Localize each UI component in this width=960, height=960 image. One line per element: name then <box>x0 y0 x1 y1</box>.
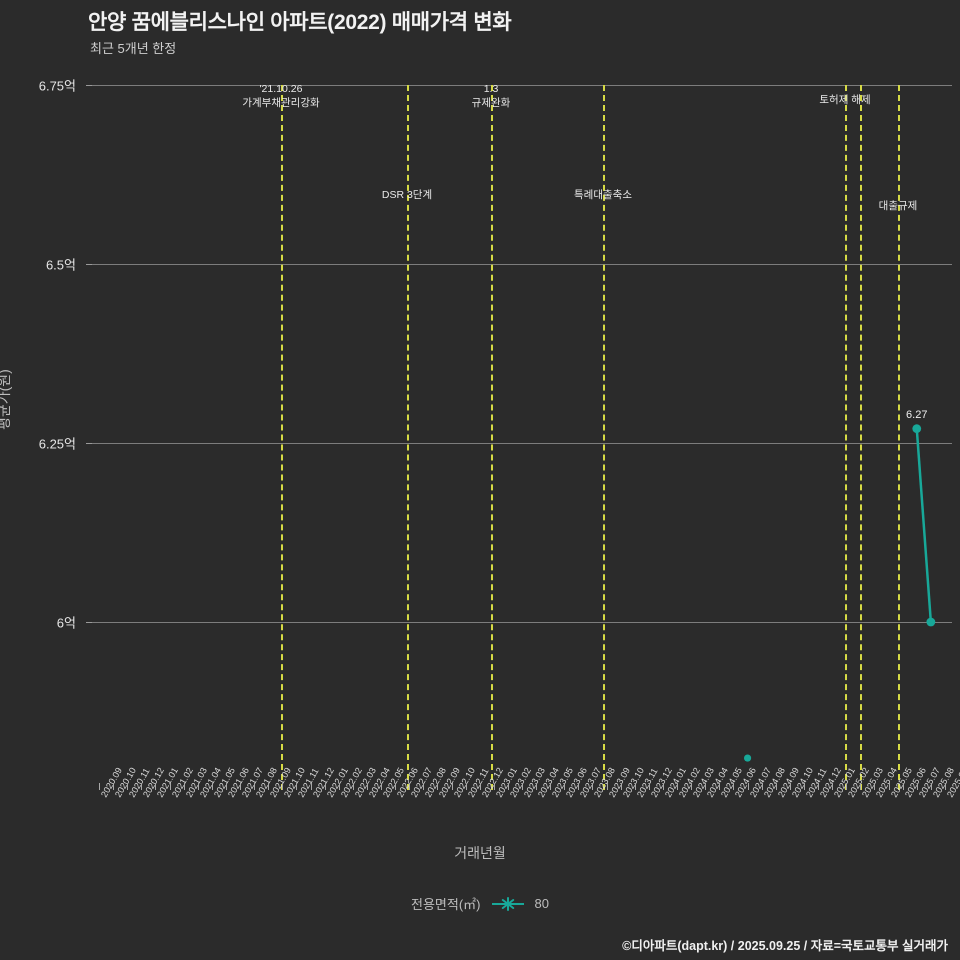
x-axis-tick <box>409 783 411 790</box>
y-axis-tick-label: 6.5억 <box>45 257 76 273</box>
x-axis-tick <box>381 783 383 790</box>
y-axis-tick-label: 6.75억 <box>38 78 76 94</box>
event-label-DSR 3단계: DSR 3단계 <box>381 189 433 201</box>
x-axis-title: 거래년월 <box>454 845 506 861</box>
y-axis-tick <box>86 264 92 265</box>
event-label-토허제 해제: 토허제 해제 <box>819 94 871 106</box>
x-axis-tick <box>479 783 481 790</box>
x-axis-tick <box>691 783 693 790</box>
page-subtitle: 최근 5개년 한정 <box>90 41 177 56</box>
event-label-대출규제: 대출규제 <box>878 200 918 212</box>
x-axis-tick <box>225 783 227 790</box>
x-axis-tick <box>803 783 805 790</box>
x-axis-tick <box>888 783 890 790</box>
gridline <box>92 622 952 623</box>
x-axis-tick <box>522 783 523 790</box>
footer-credit: ©디아파트(dapt.kr) / 2025.09.25 / 자료=국토교통부 실… <box>622 939 948 953</box>
x-axis-tick <box>183 783 185 790</box>
x-axis-tick <box>423 783 425 790</box>
x-axis-tick <box>169 783 171 790</box>
plot-area <box>86 85 952 623</box>
x-axis-tick <box>127 783 129 790</box>
x-axis-tick <box>451 783 453 790</box>
event-line-토허제 해제 보조 <box>860 85 862 790</box>
x-axis-tick <box>338 783 340 790</box>
x-axis-tick <box>395 783 397 790</box>
x-axis-tick <box>789 783 791 790</box>
event-label-가계부채관리강화: '21.10.26 가계부채관리강화 <box>242 83 320 109</box>
x-axis-tick <box>930 783 932 790</box>
x-axis-tick <box>634 783 636 790</box>
event-line-대출규제 <box>898 85 900 790</box>
x-axis-tick <box>536 783 538 790</box>
x-axis-tick <box>296 783 298 790</box>
x-axis-tick <box>324 783 326 790</box>
x-axis-tick <box>662 783 664 790</box>
x-axis-tick <box>268 783 270 790</box>
x-axis-tick <box>282 783 284 790</box>
legend-title: 전용면적(㎡) <box>411 897 481 912</box>
legend-entry-label: 80 <box>534 896 549 911</box>
x-axis-tick <box>366 783 368 790</box>
x-axis-tick <box>916 783 918 790</box>
y-axis-title: 평균가(원) <box>0 369 12 430</box>
x-axis-tick <box>705 783 707 790</box>
event-line-가계부채관리강화 <box>281 85 283 790</box>
x-axis-tick <box>592 783 594 790</box>
x-axis-tick <box>564 783 566 790</box>
event-line-규제완화 <box>491 85 493 790</box>
x-axis-tick <box>493 783 495 790</box>
event-label-규제완화: 1.3 규제완화 <box>471 83 511 109</box>
x-axis-tick <box>846 783 848 790</box>
x-axis-tick <box>677 783 679 790</box>
x-axis-tick <box>733 783 735 790</box>
x-axis-tick <box>211 783 213 790</box>
x-axis-tick <box>606 783 608 790</box>
x-axis-tick <box>310 783 312 790</box>
x-axis-tick <box>550 783 552 790</box>
x-axis-tick <box>254 783 256 790</box>
event-label-특례대출축소: 특례대출축소 <box>574 189 632 201</box>
gridline <box>92 443 952 444</box>
x-axis-tick <box>437 783 439 790</box>
x-axis-tick <box>240 783 242 790</box>
x-axis-tick <box>465 783 467 790</box>
x-axis-tick <box>648 783 650 790</box>
gridline <box>92 264 952 265</box>
y-axis-tick-label: 6억 <box>56 615 76 631</box>
x-axis-tick <box>902 783 904 790</box>
x-axis-tick <box>874 783 876 790</box>
page-title: 안양 꿈에블리스나인 아파트(2022) 매매가격 변화 <box>88 11 512 34</box>
x-axis-tick <box>113 783 115 790</box>
x-axis-tick <box>99 783 101 790</box>
x-axis-tick <box>775 783 777 790</box>
x-axis-tick <box>620 783 622 790</box>
x-axis-tick <box>507 783 509 790</box>
x-axis-tick <box>818 783 820 790</box>
data-point-label: 6.27 <box>906 408 928 421</box>
y-axis-tick <box>86 622 92 623</box>
y-axis-tick <box>86 443 92 444</box>
data-point <box>743 754 752 762</box>
asterisk-marker-icon <box>491 896 525 911</box>
x-axis-tick <box>860 783 862 790</box>
gridline <box>92 85 952 86</box>
legend: 전용면적(㎡) 80 <box>0 894 960 913</box>
x-axis-tick <box>578 783 580 790</box>
event-line-특례대출축소 <box>603 85 605 790</box>
y-axis-labels: 6.75억 6.5억 6.25억 6억 <box>0 79 86 631</box>
event-line-DSR 3단계 <box>407 85 409 790</box>
x-axis-tick <box>719 783 721 790</box>
x-axis-tick <box>944 783 946 790</box>
x-axis-tick <box>352 783 354 790</box>
x-axis-tick <box>155 783 157 790</box>
y-axis-tick-label: 6.25억 <box>38 436 76 452</box>
x-axis-tick <box>747 783 749 790</box>
x-axis-tick <box>832 783 834 790</box>
event-line-토허제 해제 <box>845 85 847 790</box>
x-axis-tick <box>761 783 763 790</box>
x-axis-tick <box>197 783 199 790</box>
y-axis-tick <box>86 85 92 86</box>
x-axis-tick <box>141 783 143 790</box>
